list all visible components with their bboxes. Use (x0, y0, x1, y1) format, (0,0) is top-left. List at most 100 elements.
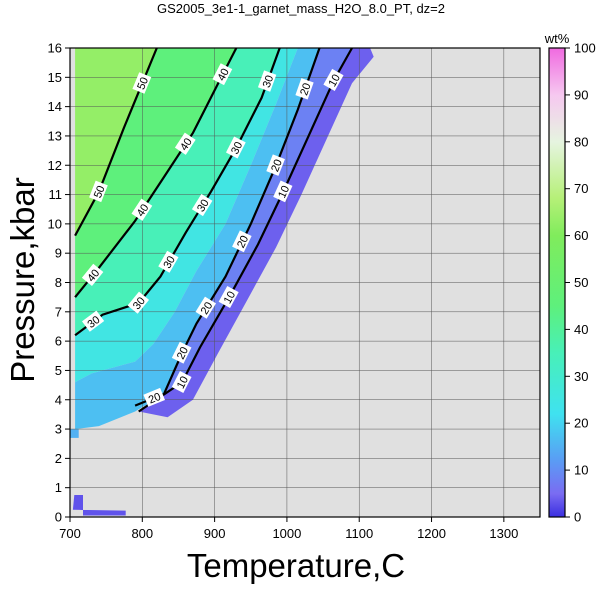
contour-label-group: 20 (266, 154, 285, 176)
filled-region-4 (75, 48, 320, 430)
chart-title: GS2005_3e1-1_garnet_mass_H2O_8.0_PT, dz=… (157, 1, 445, 16)
colorbar-tick-label: 60 (574, 228, 588, 243)
contour-label: 20 (147, 391, 163, 407)
contour-label-bg (143, 387, 165, 407)
contour-label-bg (218, 285, 239, 308)
contour-label-bg (266, 154, 285, 176)
contour-label-bg (82, 310, 105, 332)
contour-label-group: 20 (171, 341, 192, 364)
colorbar-tick-label: 50 (574, 275, 588, 290)
contour-label-bg (225, 136, 246, 159)
colorbar-label: wt% (544, 31, 570, 46)
contour-label-bg (323, 68, 344, 91)
contour-label-bg (131, 198, 153, 221)
contour-label-bg (273, 180, 293, 203)
filled-region-1 (75, 48, 237, 298)
contour-label: 20 (269, 158, 285, 174)
y-tick-label: 4 (55, 392, 62, 407)
contour-label-group: 20 (143, 387, 165, 407)
contour-label: 20 (199, 300, 216, 317)
contour-label-group: 30 (191, 193, 213, 217)
filled-region-5 (135, 48, 352, 412)
filled-region-8 (72, 495, 126, 516)
contour-label-group: 40 (174, 132, 196, 155)
contour-label-bg (89, 180, 108, 203)
contour-label-group: 30 (257, 70, 277, 92)
y-tick-label: 8 (55, 275, 62, 290)
contour-label: 40 (85, 267, 102, 284)
y-tick-label: 0 (55, 510, 62, 525)
contour-label: 10 (222, 289, 238, 306)
y-tick-label: 3 (55, 422, 62, 437)
contour-label: 10 (327, 72, 343, 89)
y-tick-label: 13 (48, 128, 62, 143)
contour-label-group: 30 (158, 250, 179, 273)
contour-label-group: 40 (131, 198, 153, 221)
colorbar-tick-label: 80 (574, 134, 588, 149)
y-tick-label: 9 (55, 246, 62, 261)
contour-50 (74, 47, 158, 237)
colorbar-tick-label: 20 (574, 416, 588, 431)
contour-label-bg (132, 72, 152, 94)
y-tick-label: 6 (55, 334, 62, 349)
contour-label: 20 (175, 345, 191, 361)
y-tick-label: 2 (55, 451, 62, 466)
x-tick-label: 1100 (345, 526, 373, 541)
contour-label: 50 (92, 184, 108, 200)
colorbar-tick-label: 30 (574, 369, 588, 384)
colorbar-tick-label: 0 (574, 510, 581, 525)
contour-label-bg (212, 63, 233, 86)
contour-20 (134, 47, 321, 407)
colorbar-tick-label: 10 (574, 463, 588, 478)
contour-label-group: 10 (323, 68, 344, 91)
y-tick-label: 1 (55, 480, 62, 495)
y-tick-label: 5 (55, 363, 62, 378)
contour-label-bg (81, 263, 104, 286)
contour-30 (74, 47, 281, 337)
contour-label-bg (232, 230, 252, 253)
contour-label-bg (195, 296, 217, 319)
contour-label-group: 30 (225, 136, 246, 159)
contour-label-bg (158, 250, 179, 273)
contour-label: 50 (135, 76, 151, 92)
contour-label-bg (174, 132, 196, 155)
filled-region-2 (75, 48, 280, 336)
contour-label-group: 40 (212, 63, 233, 86)
contour-label: 20 (235, 234, 251, 250)
contour-label-group: 30 (82, 310, 105, 332)
contour-label: 30 (229, 140, 245, 156)
y-tick-label: 12 (48, 158, 62, 173)
x-tick-label: 1200 (417, 526, 446, 541)
contour-label: 30 (86, 314, 103, 331)
x-tick-label: 1000 (272, 526, 301, 541)
contour-label-group: 10 (218, 285, 239, 308)
contour-label-group: 50 (132, 72, 152, 94)
x-tick-label: 1300 (489, 526, 518, 541)
filled-region-7 (70, 429, 79, 438)
colorbar-gradient (548, 47, 566, 518)
contour-label-group: 10 (171, 370, 192, 393)
contour-label-bg (191, 193, 213, 217)
y-axis-label: Pressure,kbar (4, 177, 41, 382)
contour-label-bg (295, 78, 314, 100)
colorbar: wt% 0 10 20 30 40 50 60 70 80 90 100 (544, 31, 596, 525)
contour-label: 40 (216, 67, 232, 83)
x-tick-label: 700 (59, 526, 81, 541)
y-tick-label: 10 (48, 216, 62, 231)
contour-label: 10 (175, 374, 191, 390)
contour-label-group: 10 (273, 180, 293, 203)
y-tick-label: 15 (48, 70, 62, 85)
filled-region-6 (138, 48, 374, 418)
y-tick-label: 7 (55, 304, 62, 319)
contour-label-group: 20 (195, 296, 217, 319)
contour-label-group: 40 (81, 263, 104, 286)
colorbar-tick-label: 70 (574, 181, 588, 196)
colorbar-tick-label: 100 (574, 41, 596, 56)
contour-label-bg (171, 341, 192, 364)
y-tick-label: 14 (48, 99, 62, 114)
contour-label: 10 (276, 184, 292, 200)
contour-label: 30 (161, 254, 178, 271)
contour-label-bg (257, 70, 277, 92)
